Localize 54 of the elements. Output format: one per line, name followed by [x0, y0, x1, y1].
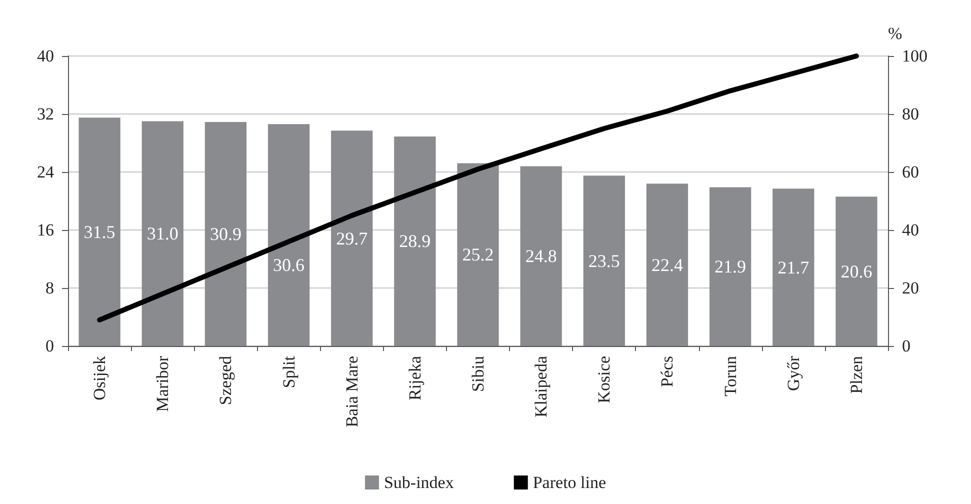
data-label: 31.5	[84, 222, 116, 242]
y-tick-label: 16	[37, 220, 54, 240]
x-tick-label: Osijek	[90, 356, 110, 400]
y-tick-label: 40	[37, 46, 54, 66]
legend-label: Pareto line	[532, 473, 606, 492]
data-label: 21.9	[714, 256, 746, 277]
data-label: 31.0	[146, 224, 178, 244]
data-label: 25.2	[462, 244, 494, 265]
x-tick-label: Rijeka	[405, 356, 424, 400]
y-tick-label: 24	[37, 162, 54, 182]
x-tick-label: Szeged	[216, 356, 236, 406]
bar	[520, 166, 562, 346]
y-tick-label: 32	[37, 104, 54, 124]
bar	[204, 122, 247, 346]
x-tick-label: Sibiu	[468, 356, 488, 392]
x-tick-label: Plzen	[846, 356, 866, 394]
data-label: 30.9	[210, 224, 242, 244]
bar	[836, 196, 878, 346]
bar	[394, 136, 436, 346]
bar	[457, 163, 499, 346]
data-label: 22.4	[651, 254, 683, 275]
y2-tick-label: 0	[902, 336, 910, 356]
y2-tick-label: 40	[902, 220, 919, 240]
data-label: 24.8	[525, 246, 557, 266]
bar	[331, 130, 373, 346]
data-label: 23.5	[588, 250, 620, 271]
x-tick-label: Baia Mare	[342, 356, 362, 428]
x-tick-label: Győr	[784, 356, 803, 391]
x-tick-label: Split	[279, 356, 298, 388]
x-tick-label: Maribor	[153, 356, 172, 412]
bar	[583, 176, 625, 346]
y2-tick-label: 20	[902, 278, 919, 298]
x-tick-label: Klaipeda	[532, 356, 551, 418]
y-tick-label: 0	[46, 336, 54, 356]
bar	[142, 121, 184, 346]
data-label: 20.6	[840, 261, 872, 282]
x-tick-label: Pécs	[658, 356, 677, 388]
x-tick-label: Kosice	[594, 356, 614, 404]
y2-tick-label: 100	[902, 46, 928, 66]
bar	[772, 188, 814, 346]
x-tick-label: Torun	[720, 356, 740, 396]
bar	[78, 118, 120, 346]
bar	[646, 184, 688, 346]
legend-label: Sub-index	[384, 473, 454, 492]
data-label: 29.7	[336, 228, 368, 248]
y2-tick-label: 60	[902, 162, 919, 182]
data-label: 30.6	[273, 255, 305, 276]
bar	[709, 187, 752, 346]
y2-tick-label: 80	[902, 104, 919, 124]
data-label: 21.7	[778, 257, 810, 278]
data-label: 28.9	[399, 231, 431, 252]
bar	[268, 124, 310, 346]
y2-axis-title: %	[888, 24, 902, 43]
y-tick-label: 8	[46, 278, 54, 298]
